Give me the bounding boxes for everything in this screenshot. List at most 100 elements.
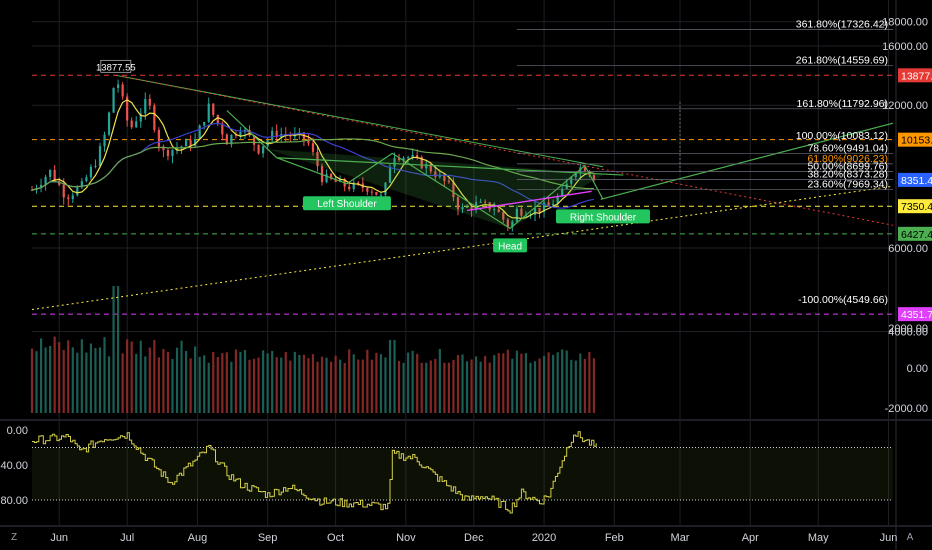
volume-bar: [216, 356, 219, 413]
x-tick-label: Oct: [327, 532, 344, 544]
candle-body: [98, 146, 102, 166]
candle-body: [574, 173, 577, 178]
volume-bar: [80, 339, 83, 413]
candle-body: [547, 202, 550, 206]
volume-bar: [443, 362, 446, 413]
candle-body: [334, 178, 337, 182]
volume-bar: [570, 359, 573, 413]
candle-body: [552, 203, 555, 206]
candle-body: [94, 165, 97, 167]
oscillator-panel: [32, 431, 893, 514]
candle-body: [470, 206, 473, 211]
candle-body: [447, 180, 451, 182]
volume-bar: [402, 362, 405, 413]
volume-bar: [343, 362, 346, 413]
candle-body: [307, 138, 310, 144]
candle-body: [583, 167, 586, 172]
volume-bar: [393, 340, 396, 413]
candle-body: [579, 167, 582, 174]
price-level-tag: [898, 132, 932, 147]
price-level-tag-text: 10153.04: [901, 135, 932, 147]
volume-bar: [89, 343, 93, 413]
volume-bar: [243, 349, 247, 413]
volume-bar: [175, 347, 179, 413]
volume-bar: [524, 353, 528, 413]
y-tick-label: 18000.00: [882, 17, 928, 29]
volume-bar: [497, 353, 500, 413]
pattern-label: Right Shoulder: [570, 212, 637, 223]
price-level-tag: [898, 199, 932, 214]
candle-body: [339, 179, 342, 182]
price-level-tag-text: 7350.43: [901, 201, 932, 213]
fibonacci-label: 261.80%(14559.69): [796, 54, 888, 66]
volume-bar: [212, 351, 215, 413]
volume-bar: [248, 359, 251, 413]
volume-bar: [592, 358, 596, 413]
candle-body: [89, 166, 93, 178]
candle-body: [71, 195, 74, 200]
volume-bar: [230, 361, 233, 413]
candle-body: [402, 157, 405, 160]
volume-bar: [280, 357, 283, 413]
volume-bar: [366, 349, 369, 413]
candle-body: [397, 157, 401, 160]
candle-body: [157, 130, 160, 147]
x-tick-label: Aug: [188, 532, 208, 544]
candle-body: [107, 112, 111, 135]
volume-bar: [234, 349, 238, 413]
volume-bar: [94, 348, 97, 413]
candle-body: [452, 181, 455, 198]
volume-bar: [447, 362, 451, 413]
candle-body: [198, 125, 201, 140]
x-tick-label: Mar: [671, 532, 690, 544]
oscillator-tick-label: 0.00: [7, 425, 28, 437]
candle-body: [420, 156, 423, 169]
volume-bar: [311, 354, 315, 413]
volume-bar: [579, 353, 582, 413]
oscillator-tick-label: -80.00: [0, 495, 28, 507]
volume-bar: [565, 350, 568, 413]
candle-body: [153, 105, 156, 131]
fibonacci-label: 78.60%(9491.04): [807, 143, 888, 155]
volume-bar: [262, 350, 265, 413]
timezone-toggle-button[interactable]: Z: [10, 532, 18, 543]
candle-body: [239, 132, 242, 136]
candle-body: [542, 202, 546, 213]
volume-bar: [153, 339, 156, 413]
candle-body: [80, 181, 83, 188]
volume-bar: [339, 359, 342, 413]
candle-body: [53, 169, 56, 182]
volume-bar: [470, 359, 473, 413]
volume-bar: [67, 340, 70, 413]
price-level-tag-text: 4351.74: [901, 309, 932, 321]
volume-bar: [302, 354, 305, 413]
candle-body: [561, 188, 564, 197]
volume-bar: [493, 355, 496, 413]
fibonacci-label: 161.80%(11792.96): [797, 98, 888, 110]
volume-bar: [225, 352, 228, 413]
volume-bar: [416, 353, 419, 413]
candle-body: [266, 140, 269, 147]
candle-body: [49, 169, 52, 177]
fibonacci-label: 61.80%(9026.23): [807, 153, 888, 165]
x-tick-label: Jul: [120, 532, 134, 544]
volume-bar: [30, 348, 34, 413]
fibonacci-levels: 361.80%(17326.42) 261.80%(14559.69) 161.80…: [516, 19, 893, 306]
auto-scale-button[interactable]: A: [906, 532, 914, 543]
candle-body: [488, 202, 491, 210]
candle-body: [212, 103, 215, 115]
volume-bar: [533, 361, 537, 413]
volume-bar: [257, 357, 260, 413]
candle-body: [184, 140, 188, 147]
volume-bar: [139, 340, 142, 413]
volume-bar: [320, 356, 324, 413]
candle-body: [570, 177, 573, 184]
volume-bar: [407, 352, 410, 413]
volume-bar: [502, 353, 505, 413]
volume-bar: [479, 361, 482, 413]
pattern-label: Left Shoulder: [317, 199, 377, 210]
candle-body: [370, 191, 373, 193]
volume-bar: [162, 348, 165, 413]
volume-bar: [520, 353, 523, 413]
